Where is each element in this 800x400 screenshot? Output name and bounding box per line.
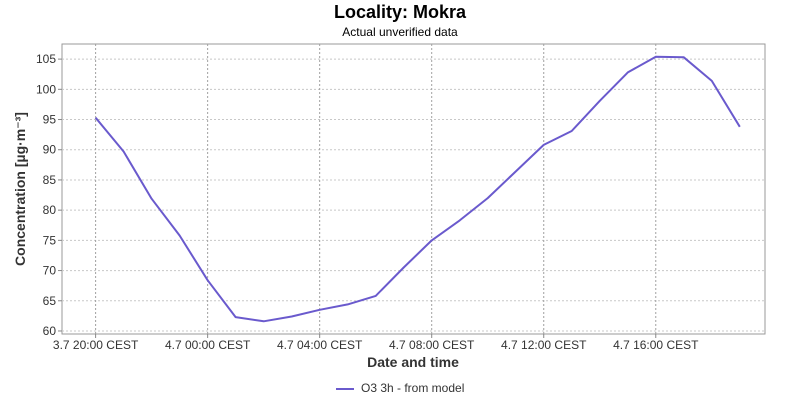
y-tick-label: 95 xyxy=(43,113,57,127)
chart-subtitle: Actual unverified data xyxy=(342,25,458,39)
x-tick-label: 4.7 08:00 CEST xyxy=(389,338,475,352)
y-axis-title: Concentration [µg·m⁻³] xyxy=(12,112,28,266)
y-axis-ticks: 60 65 70 75 80 85 90 95 100 105 xyxy=(36,52,62,338)
x-tick-label: 3.7 20:00 CEST xyxy=(53,338,139,352)
y-tick-label: 80 xyxy=(43,203,57,217)
x-tick-label: 4.7 04:00 CEST xyxy=(277,338,363,352)
y-tick-label: 75 xyxy=(43,233,57,247)
x-tick-label: 4.7 16:00 CEST xyxy=(613,338,699,352)
x-axis-ticks: 3.7 20:00 CEST 4.7 00:00 CEST 4.7 04:00 CE… xyxy=(53,334,699,352)
series-line-o3 xyxy=(94,55,741,323)
chart-title: Locality: Mokra xyxy=(333,2,467,22)
y-tick-label: 70 xyxy=(43,264,57,278)
x-gridlines xyxy=(95,44,657,334)
x-tick-label: 4.7 00:00 CEST xyxy=(165,338,251,352)
x-axis-title: Date and time xyxy=(367,354,459,370)
legend-label: O3 3h - from model xyxy=(360,381,465,395)
y-tick-label: 100 xyxy=(36,82,56,96)
y-tick-label: 85 xyxy=(43,173,57,187)
y-gridlines xyxy=(62,58,765,332)
y-tick-label: 105 xyxy=(36,52,56,66)
series-lines xyxy=(94,55,741,323)
legend: O3 3h - from model xyxy=(0,380,800,396)
plot-area xyxy=(61,43,766,335)
y-tick-label: 90 xyxy=(43,143,57,157)
y-tick-label: 60 xyxy=(43,324,57,338)
legend-swatch xyxy=(335,387,354,390)
x-tick-label: 4.7 12:00 CEST xyxy=(501,338,587,352)
y-tick-label: 65 xyxy=(43,294,57,308)
